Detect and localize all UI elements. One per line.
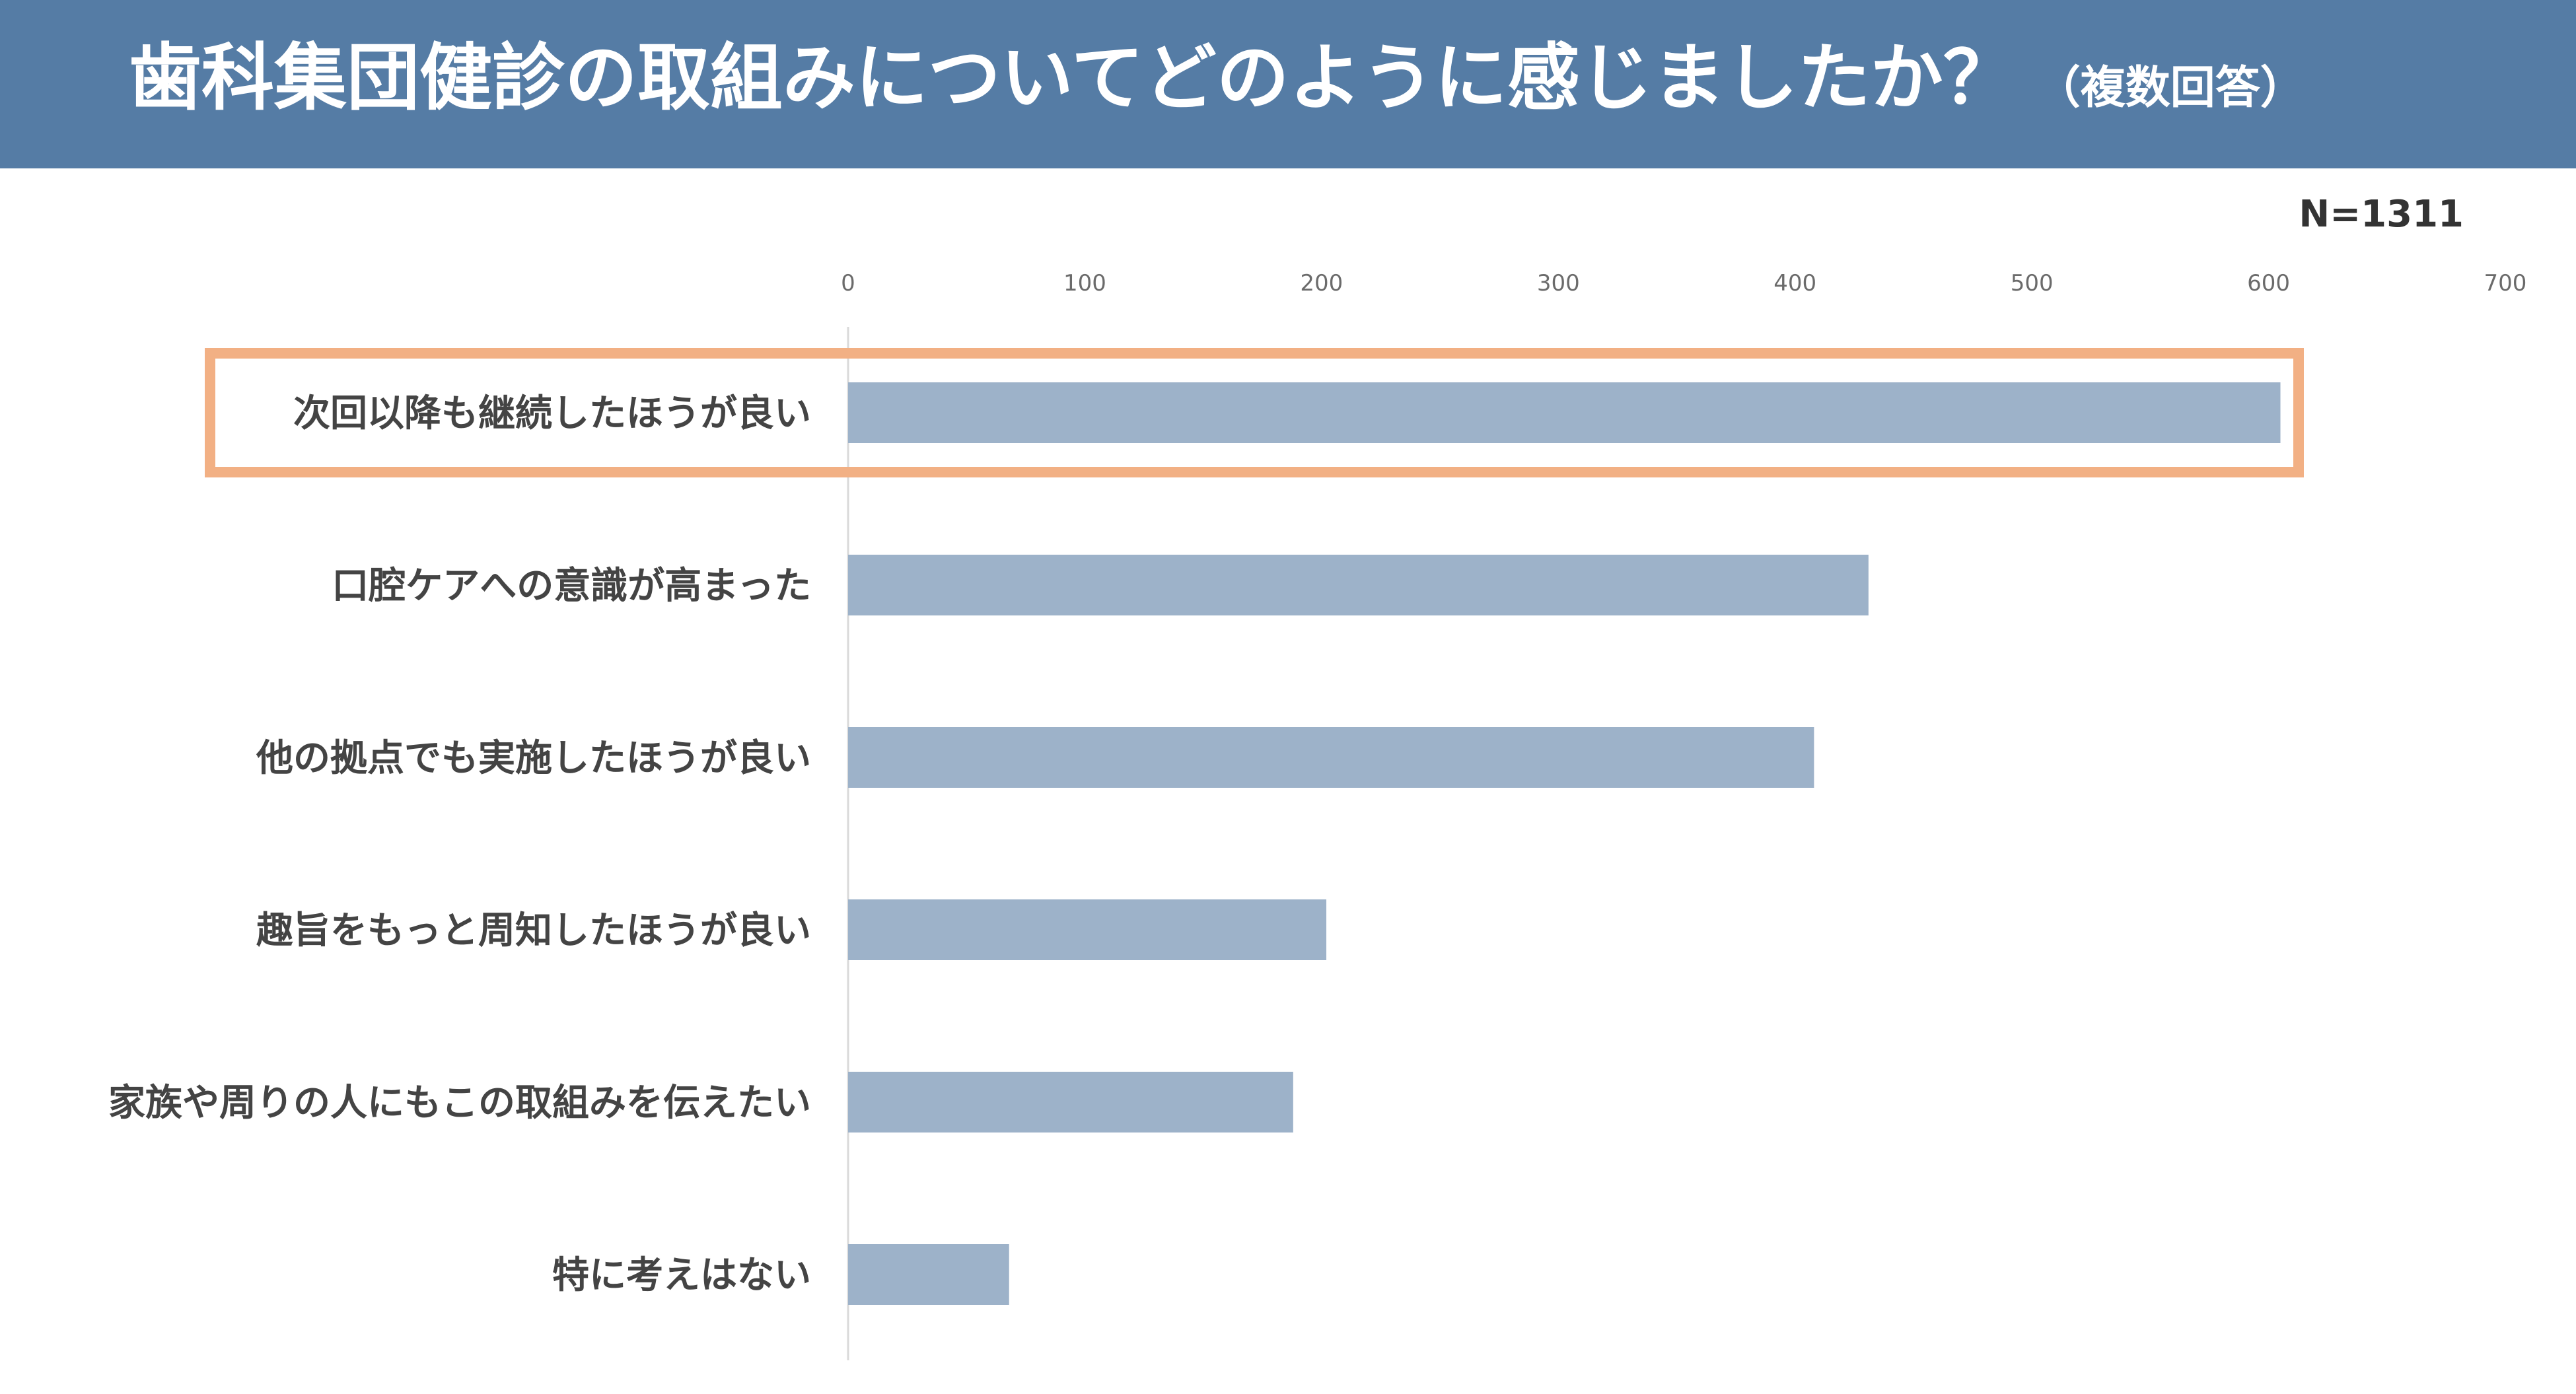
category-label: 口腔ケアへの意識が高まった (332, 565, 811, 608)
category-label: 他の拠点でも実施したほうが良い (256, 737, 811, 780)
category-label: 特に考えはない (552, 1254, 811, 1297)
page-title: 歯科集団健診の取組みについてどのように感じましたか？ （複数回答） (129, 32, 2305, 135)
bar (848, 899, 1327, 960)
bar (848, 1072, 1293, 1133)
title-subtitle: （複数回答） (2035, 62, 2305, 114)
sample-size-label: N=1311 (2299, 193, 2464, 236)
bar (848, 727, 1814, 788)
category-label: 次回以降も継続したほうが良い (293, 392, 811, 435)
x-tick-label: 600 (2247, 270, 2290, 296)
x-tick-label: 100 (1063, 270, 1106, 296)
header-bar: 歯科集団健診の取組みについてどのように感じましたか？ （複数回答） (0, 0, 2576, 168)
x-tick-label: 500 (2011, 270, 2054, 296)
bar (848, 1244, 1009, 1305)
x-tick-label: 700 (2484, 270, 2527, 296)
x-tick-label: 0 (841, 270, 855, 296)
x-tick-label: 400 (1773, 270, 1816, 296)
title-main: 歯科集団健診の取組みについてどのように感じましたか？ (129, 36, 2016, 120)
category-label: 趣旨をもっと周知したほうが良い (256, 909, 811, 952)
highlight-frame (205, 348, 2304, 477)
bar (848, 555, 1869, 615)
x-tick-label: 200 (1300, 270, 1343, 296)
category-label: 家族や周りの人にもこの取組みを伝えたい (108, 1082, 811, 1125)
bar (848, 382, 2281, 443)
x-tick-label: 300 (1537, 270, 1580, 296)
